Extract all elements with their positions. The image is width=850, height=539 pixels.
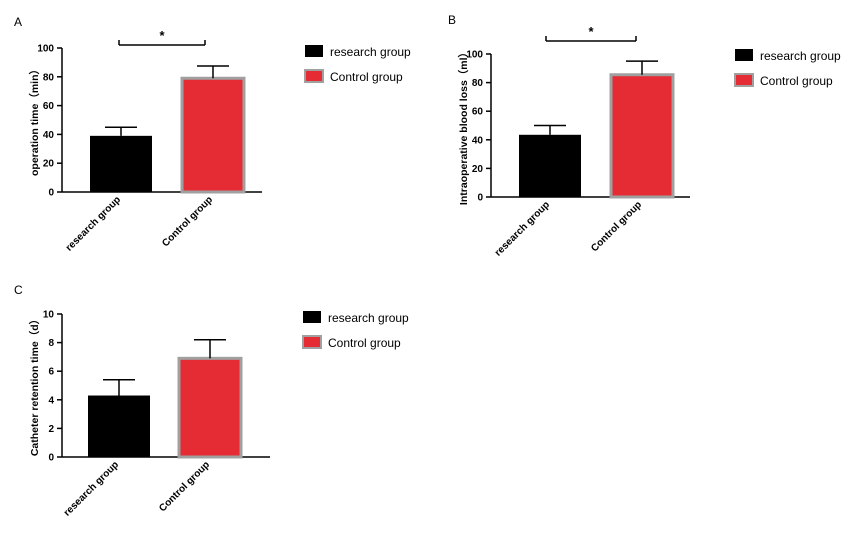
- y-tick-label: 60: [472, 107, 484, 118]
- y-tick-label: 100: [37, 44, 54, 55]
- y-tick-label: 0: [477, 193, 483, 204]
- legend-swatch-control: [734, 73, 754, 87]
- legend-label: research group: [760, 49, 841, 63]
- legend-swatch-research: [305, 45, 323, 57]
- y-tick-label: 4: [48, 395, 54, 406]
- x-category-label: research group: [493, 199, 552, 258]
- bar-control-group: [609, 73, 675, 199]
- y-tick-label: 100: [466, 50, 483, 61]
- legend-swatch-research: [735, 49, 753, 61]
- legend-swatch-control: [302, 335, 322, 349]
- bar-research-group: [88, 395, 150, 457]
- x-category-label: research group: [64, 194, 123, 253]
- panel-letter: A: [14, 15, 22, 29]
- legend-swatch-control: [304, 69, 324, 83]
- y-axis-title: operation time（min）: [28, 64, 41, 176]
- y-tick-label: 0: [48, 453, 54, 464]
- bar-control-group: [180, 76, 246, 194]
- significance-bracket: [118, 40, 206, 46]
- x-category-label: Control group: [589, 199, 644, 254]
- y-tick-label: 10: [43, 310, 55, 321]
- y-tick-label: 8: [48, 338, 54, 349]
- panel-letter: B: [448, 13, 456, 27]
- y-tick-label: 80: [43, 72, 55, 83]
- panel-letter: C: [14, 283, 23, 297]
- bar-research-group: [90, 135, 152, 192]
- significance-marker: *: [588, 24, 594, 39]
- y-tick-label: 40: [43, 130, 55, 141]
- y-tick-label: 40: [472, 135, 484, 146]
- x-category-label: Control group: [160, 194, 215, 249]
- chart-panel-a: A 0 20 40 60 80 100 operation time（min） research…: [14, 15, 411, 254]
- legend-label: Control group: [328, 336, 401, 350]
- legend-label: Control group: [760, 74, 833, 88]
- y-tick-label: 20: [472, 164, 484, 175]
- y-tick-label: 2: [48, 424, 54, 435]
- x-category-label: Control group: [157, 459, 212, 514]
- y-tick-label: 6: [48, 367, 54, 378]
- y-tick-label: 60: [43, 101, 55, 112]
- significance-marker: *: [159, 28, 165, 43]
- y-tick-label: 80: [472, 78, 484, 89]
- y-axis-title: Intraoperative blood loss（ml）: [457, 47, 470, 205]
- legend-label: research group: [330, 45, 411, 59]
- significance-bracket: [545, 36, 637, 42]
- legend-swatch-research: [303, 311, 321, 323]
- y-tick-label: 0: [48, 188, 54, 199]
- bar-research-group: [519, 134, 581, 197]
- y-axis-title: Catheter retention time（d）: [28, 314, 41, 456]
- y-tick-label: 20: [43, 159, 55, 170]
- x-category-label: research group: [62, 459, 121, 518]
- legend-label: research group: [328, 311, 409, 325]
- bar-control-group: [177, 356, 243, 459]
- legend-label: Control group: [330, 70, 403, 84]
